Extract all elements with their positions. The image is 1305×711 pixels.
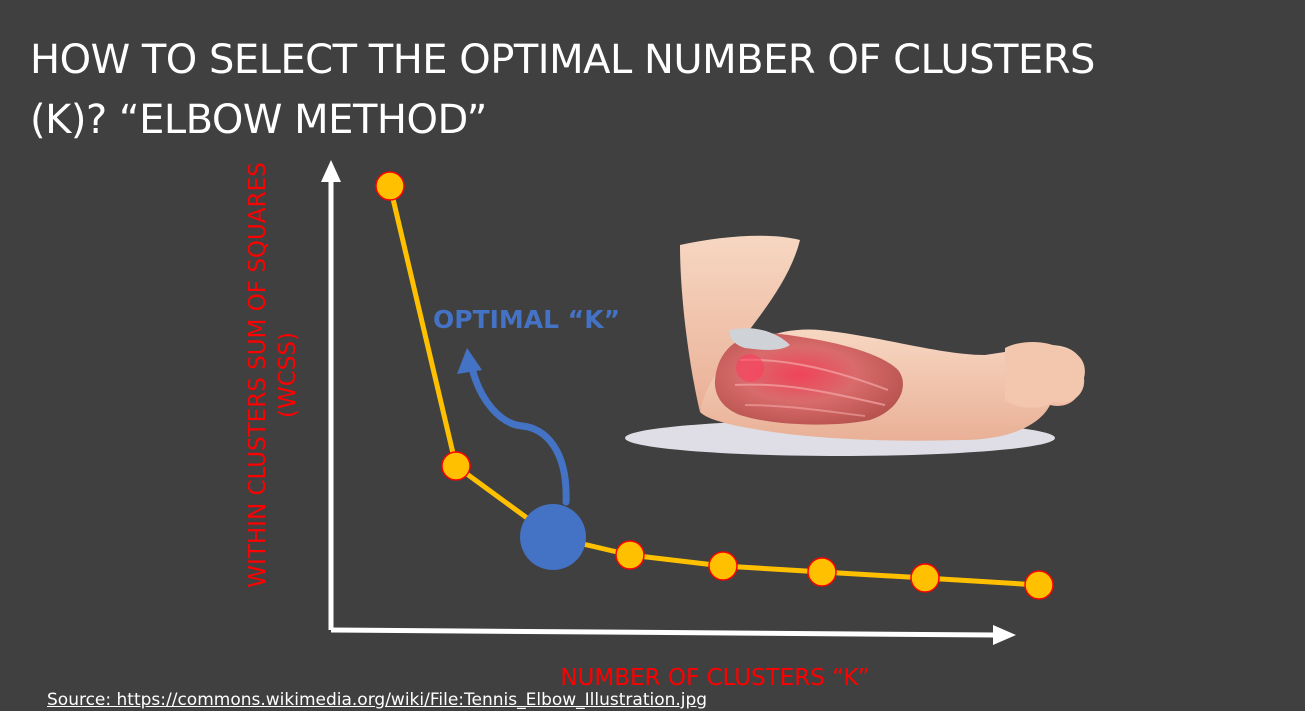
- curve-point: [910, 563, 940, 593]
- curve-point: [375, 171, 405, 201]
- optimal-k-marker: [520, 504, 586, 570]
- curve-point: [807, 557, 837, 587]
- optimal-k-arrow: [468, 364, 570, 506]
- curve-point: [441, 451, 471, 481]
- y-axis-label-line-1: WITHIN CLUSTERS SUM OF SQUARES: [245, 162, 271, 587]
- curve-point: [1024, 570, 1054, 600]
- title-line-2: (K)? “ELBOW METHOD”: [30, 97, 487, 143]
- x-axis: [330, 627, 996, 638]
- x-axis-label: NUMBER OF CLUSTERS “K”: [560, 665, 869, 691]
- curve-point: [708, 551, 738, 581]
- y-axis-arrow: [321, 160, 341, 182]
- curve-point: [615, 540, 645, 570]
- y-axis-label: WITHIN CLUSTERS SUM OF SQUARES (WCSS): [245, 162, 301, 587]
- elbow-curve: [387, 185, 1040, 588]
- optimal-k-label: OPTIMAL “K”: [433, 305, 620, 334]
- optimal-k-arrowhead: [457, 348, 482, 374]
- y-axis-label-line-2: (WCSS): [275, 332, 301, 418]
- slide-title: HOW TO SELECT THE OPTIMAL NUMBER OF CLUS…: [30, 30, 1270, 150]
- source-link[interactable]: Source: https://commons.wikimedia.org/wi…: [47, 690, 708, 710]
- tennis-elbow-illustration: [625, 235, 1085, 456]
- x-axis-arrow: [993, 625, 1016, 645]
- title-line-1: HOW TO SELECT THE OPTIMAL NUMBER OF CLUS…: [30, 37, 1095, 83]
